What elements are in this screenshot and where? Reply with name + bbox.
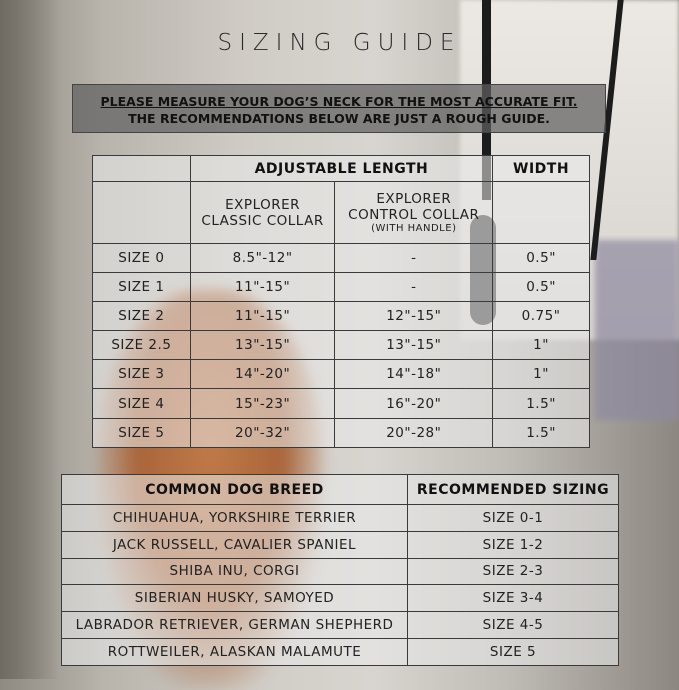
page-title: SIZING GUIDE (217, 30, 462, 56)
table-cell: 13"-15" (334, 330, 494, 361)
breed-table: COMMON DOG BREED RECOMMENDED SIZING CHIHU… (61, 474, 619, 666)
table-cell: SIBERIAN HUSKY, SAMOYED (61, 584, 408, 613)
table-cell: - (334, 242, 494, 274)
table-cell: 1.5" (492, 388, 590, 419)
header-line: CLASSIC COLLAR (201, 212, 324, 229)
notice-line-2: THE RECOMMENDATIONS BELOW ARE JUST A ROU… (128, 111, 550, 126)
table-cell: SIZE 2 (92, 301, 191, 332)
table-row: SIZE 3 14"-20" 14"-18" 1" (92, 359, 590, 390)
table-cell: 20"-28" (334, 417, 494, 448)
table-row: SIZE 2.5 13"-15" 13"-15" 1" (92, 330, 590, 361)
table-cell: 11"-15" (189, 301, 336, 332)
table-row: SIZE 2 11"-15" 12"-15" 0.75" (92, 301, 590, 332)
table-cell: 16"-20" (334, 388, 494, 419)
table-cell: 0.5" (492, 272, 590, 303)
table-cell: CHIHUAHUA, YORKSHIRE TERRIER (61, 504, 408, 532)
table-cell: 1.5" (492, 417, 590, 448)
header-control-collar: EXPLORER CONTROL COLLAR (WITH HANDLE) (334, 181, 494, 244)
table-row: LABRADOR RETRIEVER, GERMAN SHEPHERD SIZE … (61, 611, 619, 639)
table-cell: SIZE 5 (407, 637, 619, 666)
header-sizing: RECOMMENDED SIZING (407, 474, 619, 505)
background-trees (0, 0, 60, 679)
table-cell: SIZE 3 (92, 359, 191, 390)
table-cell: 14"-20" (189, 359, 336, 390)
table-cell: 1" (492, 330, 590, 361)
header-line: CONTROL COLLAR (348, 207, 480, 223)
table-cell: SIZE 4 (92, 388, 191, 419)
table-cell: 15"-23" (189, 388, 336, 419)
table-cell: SIZE 0-1 (407, 504, 619, 532)
table-cell: 8.5"-12" (189, 242, 336, 274)
table-cell: SIZE 4-5 (407, 611, 619, 639)
header-adjustable-length: ADJUSTABLE LENGTH (189, 155, 494, 182)
table-cell: 20"-32" (189, 417, 336, 448)
header-width: WIDTH (492, 155, 590, 182)
table-cell: SIZE 2.5 (92, 330, 191, 361)
table-row: SIBERIAN HUSKY, SAMOYED SIZE 3-4 (61, 584, 619, 613)
table-row: SHIBA INU, CORGI SIZE 2-3 (61, 557, 619, 586)
header-line: EXPLORER (376, 191, 452, 207)
background-sleeve (595, 240, 679, 420)
table-row: JACK RUSSELL, CAVALIER SPANIEL SIZE 1-2 (61, 530, 619, 559)
table-cell: SIZE 0 (92, 242, 191, 274)
table-row: SIZE 1 11"-15" -0.5" (92, 272, 590, 303)
table-cell: - (334, 272, 494, 303)
table-cell: JACK RUSSELL, CAVALIER SPANIEL (61, 530, 408, 559)
table-cell: SIZE 3-4 (407, 584, 619, 613)
table-cell: ROTTWEILER, ALASKAN MALAMUTE (61, 637, 408, 666)
table-cell: LABRADOR RETRIEVER, GERMAN SHEPHERD (61, 611, 408, 639)
size-table: ADJUSTABLE LENGTH WIDTH EXPLORER CLASSIC C… (92, 155, 590, 448)
table-cell: SIZE 2-3 (407, 557, 619, 586)
table-cell: 13"-15" (189, 330, 336, 361)
notice-line-1: PLEASE MEASURE YOUR DOG’S NECK FOR THE M… (100, 94, 578, 109)
header-note: (WITH HANDLE) (371, 223, 457, 234)
table-cell: SHIBA INU, CORGI (61, 557, 408, 586)
table-cell: 14"-18" (334, 359, 494, 390)
table-row: SIZE 0 8.5"-12" -0.5" (92, 242, 590, 274)
table-cell: SIZE 1 (92, 272, 191, 303)
table-cell: 0.5" (492, 242, 590, 274)
table-row: SIZE 5 20"-32" 20"-28" 1.5" (92, 417, 590, 448)
table-cell: 0.75" (492, 301, 590, 332)
table-row: SIZE 4 15"-23" 16"-20" 1.5" (92, 388, 590, 419)
table-cell: SIZE 1-2 (407, 530, 619, 559)
header-line: EXPLORER (225, 196, 301, 213)
table-cell: SIZE 5 (92, 417, 191, 448)
table-row: ROTTWEILER, ALASKAN MALAMUTE SIZE 5 (61, 637, 619, 666)
measure-notice: PLEASE MEASURE YOUR DOG’S NECK FOR THE M… (72, 84, 606, 133)
table-row: CHIHUAHUA, YORKSHIRE TERRIER SIZE 0-1 (61, 504, 619, 532)
header-breed: COMMON DOG BREED (61, 474, 408, 505)
header-classic-collar: EXPLORER CLASSIC COLLAR (189, 181, 336, 244)
table-cell: 12"-15" (334, 301, 494, 332)
table-cell: 11"-15" (189, 272, 336, 303)
table-cell: 1" (492, 359, 590, 390)
